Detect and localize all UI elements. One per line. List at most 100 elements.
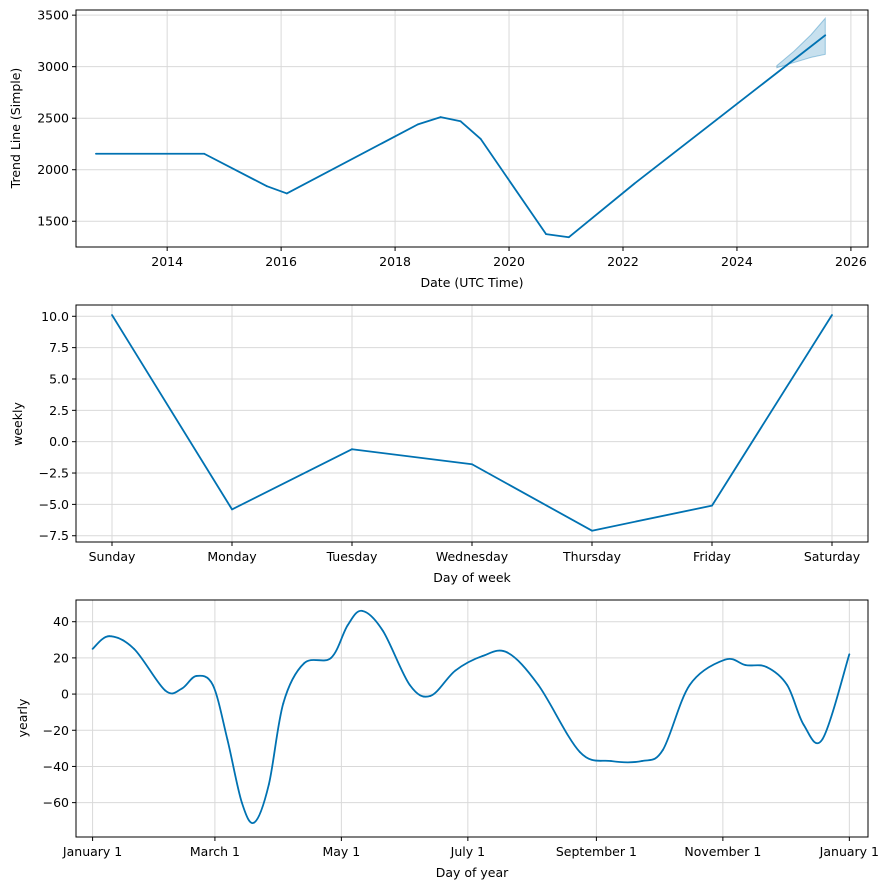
trend-data-point <box>439 116 442 119</box>
trend-x-tick-label: 2020 <box>493 254 525 269</box>
trend-data-point <box>285 192 288 195</box>
yearly-data-point <box>821 738 824 741</box>
yearly-data-point <box>282 702 285 705</box>
yearly-data-point <box>330 656 332 659</box>
weekly-y-tick-label: 5.0 <box>49 371 69 386</box>
yearly-y-axis-label: yearly <box>15 698 30 737</box>
weekly-data-point <box>831 314 833 316</box>
trend-data-point <box>567 236 570 239</box>
yearly-data-point <box>765 666 768 668</box>
yearly-data-point <box>802 723 805 726</box>
yearly-data-point <box>164 689 167 692</box>
yearly-marks <box>91 609 851 824</box>
yearly-data-point <box>744 664 747 667</box>
yearly-data-point <box>240 801 243 804</box>
yearly-y-tick-label: −60 <box>43 795 69 810</box>
trend-y-tick-label: 3500 <box>37 8 69 23</box>
trend-y-axis-label: Trend Line (Simple) <box>8 68 23 190</box>
trend-x-axis-label: Date (UTC Time) <box>421 275 524 290</box>
weekly-data-point <box>351 448 353 451</box>
yearly-x-tick-label: March 1 <box>190 844 240 859</box>
yearly-data-point <box>688 684 691 686</box>
weekly-x-axis-label: Day of week <box>433 570 511 585</box>
trend-x-tick-label: 2022 <box>607 254 639 269</box>
trend-x-tick-label: 2014 <box>151 254 183 269</box>
trend-y-ticks: 1500 2000 2500 3000 3500 <box>37 8 76 229</box>
trend-data-point <box>265 185 268 188</box>
yearly-grid <box>76 600 868 837</box>
trend-y-tick-label: 2500 <box>37 111 69 126</box>
yearly-data-point <box>481 655 484 657</box>
trend-uncertainty-band <box>776 16 826 69</box>
yearly-data-point <box>578 751 581 753</box>
weekly-y-tick-label: −7.5 <box>39 528 69 543</box>
weekly-y-tick-label: 10.0 <box>41 309 69 324</box>
yearly-data-point <box>724 658 726 661</box>
trend-axes-frame <box>75 9 869 248</box>
weekly-data-point <box>471 463 473 466</box>
weekly-x-tick-label: Friday <box>693 549 731 564</box>
yearly-panel: January 1 March 1 May 1 July 1 September 1 No… <box>15 599 879 880</box>
yearly-data-point <box>408 684 411 686</box>
yearly-data-point <box>91 647 94 650</box>
yearly-data-point <box>108 635 111 638</box>
yearly-x-tick-label: September 1 <box>556 844 637 859</box>
trend-data-point <box>95 152 97 155</box>
yearly-data-point <box>180 687 183 690</box>
weekly-x-tick-label: Tuesday <box>326 549 378 564</box>
yearly-data-point <box>253 821 256 824</box>
trend-x-tick-label: 2016 <box>265 254 297 269</box>
yearly-data-point <box>346 624 349 627</box>
weekly-marks <box>111 314 833 532</box>
weekly-y-axis-label: weekly <box>10 402 25 446</box>
trend-data-point <box>203 152 206 155</box>
weekly-x-tick-label: Saturday <box>804 549 861 564</box>
yearly-data-point <box>537 684 540 686</box>
weekly-y-tick-label: −5.0 <box>39 497 69 512</box>
yearly-y-tick-label: −20 <box>43 723 69 738</box>
trend-x-ticks: 2014 2016 2018 2020 2022 2024 2026 <box>151 247 867 269</box>
yearly-y-tick-label: 0 <box>61 687 69 702</box>
yearly-x-tick-label: May 1 <box>322 844 360 859</box>
yearly-data-point <box>361 609 364 612</box>
yearly-data-point <box>133 647 135 650</box>
weekly-y-tick-label: 2.5 <box>49 403 69 418</box>
weekly-panel: Sunday Monday Tuesday Wednesday Thursday Frid… <box>10 304 869 585</box>
yearly-data-point <box>786 684 789 686</box>
yearly-axes-frame <box>75 599 869 838</box>
weekly-x-tick-label: Thursday <box>562 549 622 564</box>
yearly-x-tick-label: January 1 <box>62 844 122 859</box>
weekly-x-tick-label: Sunday <box>89 549 136 564</box>
yearly-data-point <box>211 684 214 686</box>
trend-data-point <box>416 123 419 126</box>
trend-y-tick-label: 2000 <box>37 162 69 177</box>
yearly-data-point <box>267 783 270 786</box>
weekly-data-point <box>591 529 593 532</box>
trend-data-point <box>459 120 462 123</box>
weekly-y-tick-label: −2.5 <box>39 466 69 481</box>
yearly-x-tick-label: November 1 <box>684 844 761 859</box>
yearly-data-point <box>303 662 305 665</box>
weekly-data-point <box>231 508 233 511</box>
yearly-data-point <box>429 694 432 697</box>
trend-data-point <box>633 182 636 185</box>
trend-data-point <box>824 34 827 37</box>
trend-series-line <box>95 34 826 239</box>
yearly-data-point <box>506 651 509 654</box>
yearly-y-tick-label: −40 <box>43 759 69 774</box>
trend-y-tick-label: 1500 <box>37 214 69 229</box>
trend-data-point <box>545 233 547 236</box>
yearly-x-ticks: January 1 March 1 May 1 July 1 September 1 No… <box>62 837 879 859</box>
weekly-x-ticks: Sunday Monday Tuesday Wednesday Thursday Frid… <box>89 542 861 564</box>
yearly-x-tick-label: July 1 <box>450 844 485 859</box>
weekly-y-ticks: −7.5 −5.0 −2.5 0.0 2.5 5.0 7.5 10.0 <box>39 309 76 543</box>
yearly-y-tick-label: 20 <box>53 650 69 665</box>
trend-y-tick-label: 3000 <box>37 59 69 74</box>
weekly-x-tick-label: Wednesday <box>436 549 509 564</box>
yearly-x-tick-label: January 1 <box>819 844 879 859</box>
yearly-data-point <box>661 749 664 752</box>
yearly-data-point <box>848 653 851 656</box>
weekly-data-point <box>711 504 713 507</box>
